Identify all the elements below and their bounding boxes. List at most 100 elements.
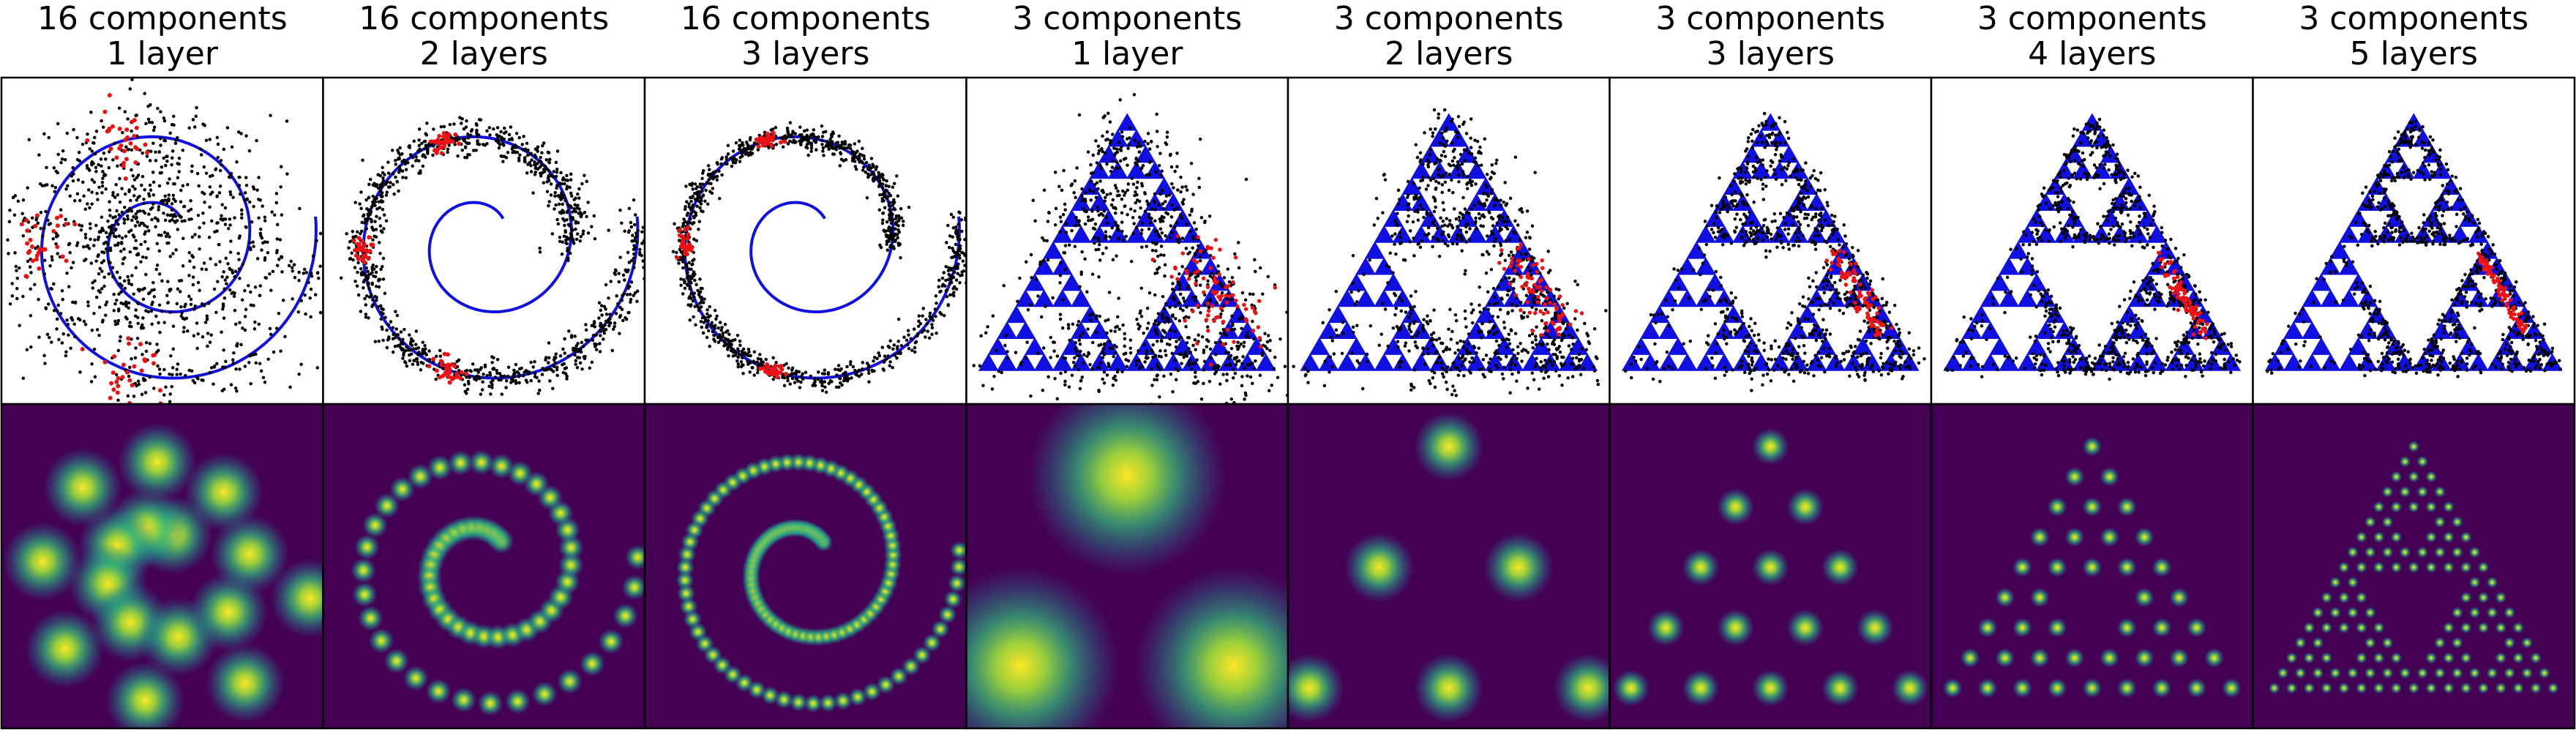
density-mode <box>270 558 323 638</box>
density-mode <box>2312 606 2324 619</box>
density-mode <box>2512 682 2525 694</box>
panel-title-line1: 3 components <box>1012 0 1242 37</box>
density-mode <box>2408 501 2420 513</box>
panel-title-line2: 1 layer <box>1071 35 1183 72</box>
panel-title-line1: 3 components <box>1655 0 1885 37</box>
panel-title-line2: 5 layers <box>2350 35 2478 72</box>
density-mode <box>1977 617 1998 638</box>
density-mode <box>2321 621 2333 634</box>
density-mode <box>2547 682 2559 694</box>
density-mode <box>2294 637 2307 649</box>
density-mode <box>2346 546 2359 559</box>
density-mode <box>531 681 558 707</box>
density-mode <box>2047 496 2067 518</box>
density-mode <box>2460 561 2472 573</box>
density-mode <box>1751 427 1789 466</box>
density-panel <box>0 403 324 730</box>
density-mode <box>818 693 838 713</box>
density-mode <box>2381 667 2394 679</box>
density-mode <box>2416 546 2429 559</box>
density-mode <box>789 692 808 712</box>
density-mode <box>2116 557 2137 578</box>
density-mode <box>1751 548 1789 586</box>
density-mode <box>2373 501 2385 513</box>
samples-panel-background <box>966 78 1288 404</box>
density-mode <box>2477 621 2490 634</box>
panel-title-line1: 16 components <box>37 0 288 37</box>
density-mode <box>2416 485 2429 498</box>
panel-title-line2: 1 layer <box>107 35 219 72</box>
density-mode <box>2047 617 2067 638</box>
density-mode <box>2442 651 2455 664</box>
density-panel <box>1930 403 2254 730</box>
density-mode <box>2425 651 2438 664</box>
density-mode <box>2390 471 2403 483</box>
highlighted-samples <box>1150 234 1278 367</box>
density-mode <box>2504 667 2516 679</box>
density-mode <box>2285 682 2298 694</box>
density-mode <box>351 557 377 583</box>
density-mode <box>383 648 410 674</box>
density-mode <box>2152 617 2172 638</box>
density-mode <box>2064 648 2085 668</box>
density-mode <box>2012 678 2033 698</box>
density-mode <box>2338 621 2350 634</box>
density-mode <box>2204 648 2225 668</box>
density-mode <box>2381 485 2394 498</box>
density-mode <box>937 605 957 624</box>
density-mode <box>2477 561 2490 573</box>
density-mode <box>950 541 967 560</box>
density-mode <box>2477 591 2490 604</box>
density-mode <box>2521 667 2534 679</box>
density-mode <box>2373 621 2385 634</box>
density-mode <box>2434 546 2446 559</box>
density-mode <box>368 627 394 654</box>
density-mode <box>2338 561 2350 573</box>
density-mode <box>2355 621 2367 634</box>
density-mode <box>2364 546 2376 559</box>
density-mode <box>2442 531 2455 543</box>
density-mode <box>357 605 383 632</box>
density-mode <box>2047 678 2067 698</box>
density-mode <box>834 691 853 711</box>
density-mode <box>2329 667 2342 679</box>
density-mode <box>2468 546 2481 559</box>
density-mode <box>2408 471 2420 483</box>
density-mode <box>2530 651 2542 664</box>
density-mode <box>2082 678 2103 698</box>
density-mode <box>2355 561 2367 573</box>
density-mode <box>25 608 105 689</box>
density-mode <box>117 422 198 502</box>
density-mode <box>2442 621 2455 634</box>
density-panel <box>643 403 967 730</box>
density-mode <box>2321 651 2333 664</box>
density-mode <box>2460 651 2472 664</box>
model-samples <box>1623 111 1926 392</box>
density-mode <box>624 544 645 570</box>
density-mode <box>2029 587 2050 608</box>
density-mode <box>556 668 583 695</box>
density-mode <box>2346 606 2359 619</box>
density-mode <box>1977 678 1998 698</box>
density-mode <box>1942 678 1963 698</box>
density-mode <box>2399 546 2411 559</box>
density-mode <box>2434 485 2446 498</box>
density-mode <box>2100 466 2120 487</box>
panel-title-line1: 3 components <box>2299 0 2528 37</box>
density-mode <box>209 514 290 594</box>
density-mode <box>2373 682 2385 694</box>
samples-panel <box>1930 76 2254 406</box>
density-mode <box>2294 667 2307 679</box>
highlighted-samples <box>1497 242 1584 337</box>
density-mode <box>2064 466 2085 487</box>
density-mode <box>1027 404 1227 575</box>
density-mode <box>2100 527 2120 548</box>
density-mode <box>2364 606 2376 619</box>
density-mode <box>2530 682 2542 694</box>
density-mode <box>2381 546 2394 559</box>
density-mode <box>2504 637 2516 649</box>
density-mode <box>598 628 624 655</box>
samples-panel <box>643 76 967 406</box>
panel-title-line2: 4 layers <box>2028 35 2156 72</box>
density-mode <box>1647 608 1685 647</box>
